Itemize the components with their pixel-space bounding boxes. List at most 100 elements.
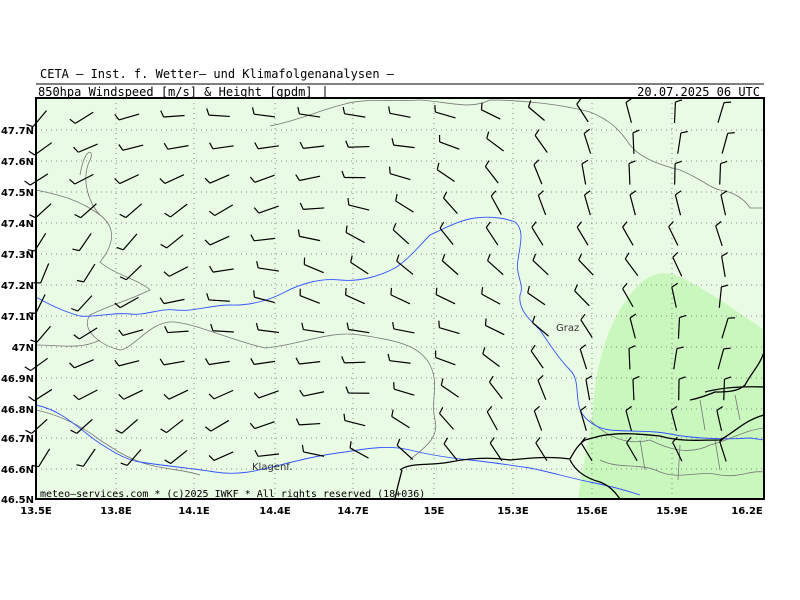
wind-barb-feather — [164, 212, 171, 218]
wind-barb-feather — [632, 129, 640, 134]
wind-barb — [122, 144, 144, 151]
wind-barb-feather — [250, 357, 255, 365]
lon-tick: 14.1E — [178, 506, 210, 517]
longitude-labels: 13.5E 13.8E 14.1E 14.4E 14.7E 15E 15.3E … — [20, 506, 763, 517]
wind-barb — [715, 225, 723, 247]
wind-barb — [481, 109, 501, 120]
wind-barb-feather — [251, 107, 255, 115]
wind-barb — [299, 113, 321, 118]
wind-barb — [580, 319, 593, 338]
wind-barb — [29, 173, 49, 186]
wind-barb — [254, 174, 275, 183]
wind-barb — [487, 260, 504, 276]
wind-barb — [121, 418, 139, 434]
wind-barb-feather — [31, 464, 39, 468]
wind-barb-feather — [678, 376, 686, 380]
national-borders — [394, 351, 765, 500]
wind-barb-feather — [209, 142, 214, 150]
wind-barb-feather — [341, 170, 345, 178]
wind-barb-feather — [119, 276, 127, 281]
parameter-title: 850hpa_Windspeed_[m/s]_&_Height_[gpdm] — [38, 85, 313, 99]
wind-barb-feather — [625, 97, 633, 103]
wind-barb — [628, 348, 631, 370]
wind-barb-feather — [392, 321, 395, 330]
wind-barb-feather — [481, 287, 484, 295]
wind-barb-feather — [255, 322, 259, 330]
wind-barb — [166, 234, 184, 249]
wind-barb-feather — [628, 345, 636, 349]
lon-tick: 15.6E — [576, 506, 608, 517]
wind-barb — [122, 329, 144, 337]
wind-barb — [75, 111, 94, 124]
wind-barb — [209, 174, 230, 184]
wind-barb — [629, 194, 636, 216]
wind-barb-feather — [114, 359, 120, 367]
wind-barb-feather — [69, 362, 75, 369]
wind-barb-feather — [486, 406, 493, 413]
wind-barb-feather — [114, 113, 120, 121]
wind-barb-feather — [74, 213, 82, 219]
wind-barb — [719, 441, 727, 462]
wind-barb-feather — [482, 347, 486, 355]
wind-barb — [35, 294, 46, 314]
wind-barb — [723, 379, 726, 401]
wind-barb — [583, 194, 591, 216]
wind-barb-feather — [580, 436, 586, 444]
wind-barb-feather — [204, 177, 211, 184]
wind-barb — [212, 268, 234, 273]
wind-barb-feather — [159, 297, 165, 304]
wind-barb — [167, 145, 189, 150]
wind-barb-feather — [440, 378, 444, 386]
wind-barb-feather — [387, 353, 391, 361]
wind-barb-feather — [535, 436, 541, 444]
wind-barb-feather — [576, 98, 582, 105]
wind-barb — [348, 328, 370, 334]
wind-barb-feather — [73, 334, 80, 340]
wind-barb-feather — [118, 329, 124, 336]
wind-barb-feather — [28, 150, 35, 156]
wind-barb — [435, 294, 456, 305]
wind-barb-feather — [256, 260, 259, 269]
wind-barb-feather — [487, 253, 491, 261]
wind-barb-feather — [390, 287, 393, 295]
wind-barb-feather — [434, 105, 436, 113]
wind-barb — [579, 410, 587, 431]
lat-tick: 47.7N — [1, 126, 34, 137]
lon-tick: 15.9E — [656, 506, 688, 517]
wind-barb-feather — [533, 405, 540, 412]
wind-barb — [299, 360, 321, 365]
wind-barb-feather — [396, 438, 401, 446]
wind-barb — [533, 164, 543, 185]
wind-barb — [580, 442, 593, 462]
wind-barb — [719, 163, 722, 185]
wind-barb — [258, 205, 279, 214]
wind-barb — [170, 203, 188, 218]
wind-barb-feather — [346, 322, 350, 330]
wind-barb-feather — [73, 394, 80, 401]
wind-barb-feather — [163, 393, 170, 400]
wind-barb-feather — [485, 221, 491, 228]
wind-barb — [303, 207, 325, 210]
wind-barb-feather — [668, 221, 674, 228]
wind-barb-feather — [435, 287, 438, 295]
wind-barb-feather — [628, 160, 636, 165]
lon-tick: 13.8E — [100, 506, 132, 517]
wind-barb — [119, 174, 139, 185]
wind-barb — [126, 449, 142, 466]
wind-barb-feather — [579, 344, 587, 350]
datetime-label: 20.07.2025 06 UTC — [637, 85, 760, 99]
wind-barb-feather — [488, 375, 494, 383]
wind-barb — [531, 226, 544, 246]
wind-barb-feather — [208, 393, 215, 400]
wind-barb — [303, 451, 325, 457]
wind-barb-feather — [480, 102, 483, 110]
wind-barb — [299, 235, 321, 242]
wind-barb — [345, 294, 366, 305]
wind-barb — [303, 391, 325, 397]
wind-barb — [34, 142, 53, 156]
wind-barb — [439, 327, 460, 335]
wind-barb — [720, 194, 727, 216]
wind-barb — [38, 448, 51, 468]
city-label-klagenfurt: Klagenf. — [252, 462, 292, 473]
wind-barb — [299, 422, 321, 426]
